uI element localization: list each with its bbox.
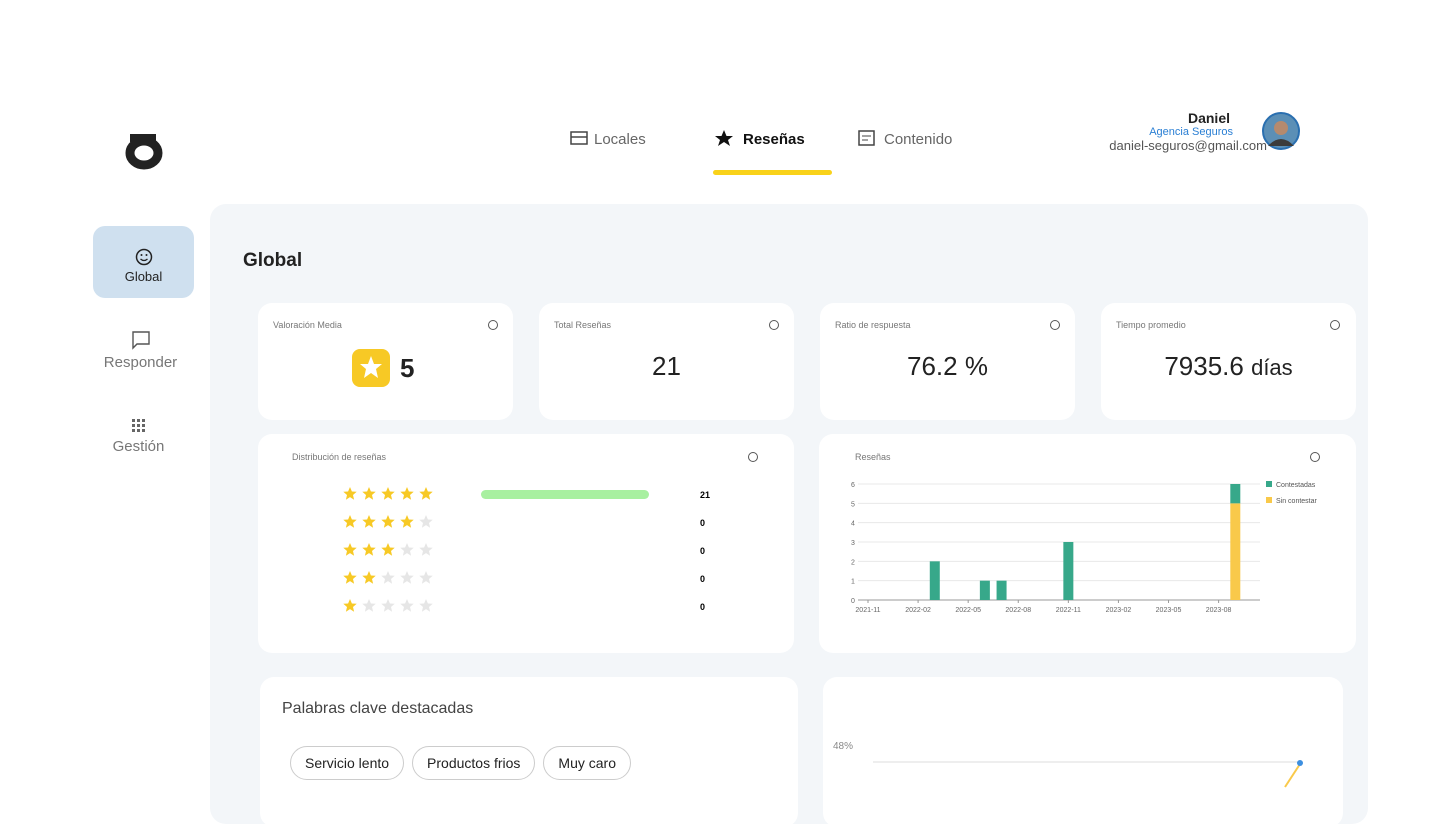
chart-title: Reseñas — [855, 452, 891, 462]
kpi-label: Valoración Media — [273, 320, 342, 330]
tab-label: Reseñas — [743, 131, 805, 148]
kpi-label: Tiempo promedio — [1116, 320, 1186, 330]
avatar[interactable] — [1262, 112, 1302, 152]
grid-icon — [131, 419, 145, 432]
keyword-chip[interactable]: Muy caro — [543, 746, 631, 780]
info-icon[interactable] — [769, 320, 779, 330]
kpi-value: 76.2 % — [907, 351, 988, 381]
info-icon[interactable] — [1310, 452, 1320, 462]
tab[interactable]: Reseñas — [715, 130, 805, 148]
nav-item[interactable]: Gestión — [88, 418, 189, 468]
kpi-rating: 5 — [352, 349, 414, 387]
tab-label: Contenido — [884, 131, 953, 148]
kpi-label: Total Reseñas — [554, 320, 612, 330]
active-tab-indicator — [713, 170, 832, 175]
keyword-list: Servicio lento Productos frios Muy caro — [290, 746, 639, 780]
tab-label: Locales — [594, 131, 646, 148]
kpi-card: Tiempo promedio 7935.6 días — [1101, 303, 1356, 420]
kpi-card: Total Reseñas 21 — [539, 303, 794, 420]
star-icon — [715, 130, 733, 146]
user-name: Daniel — [1187, 110, 1230, 126]
distribution-card: Distribución de reseñas — [258, 434, 794, 653]
kpi-value-group: 7935.6 días — [1101, 351, 1356, 382]
info-icon[interactable] — [1330, 320, 1340, 330]
nav-label: Global — [124, 269, 163, 284]
keyword-chip[interactable]: Productos frios — [412, 746, 536, 780]
user-info[interactable]: Daniel Agencia Seguros daniel-seguros@gm… — [1109, 110, 1267, 154]
chat-icon — [131, 331, 150, 350]
keywords-card: Palabras clave destacadas Servicio lento… — [260, 677, 798, 827]
nav-item[interactable]: Responder — [90, 330, 191, 380]
user-email: daniel-seguros@gmail.com — [1109, 138, 1267, 153]
page-title: Global — [243, 250, 303, 271]
kpi-value: 5 — [400, 352, 415, 383]
kpi-value: 21 — [652, 351, 681, 381]
kpi-label: Ratio de respuesta — [835, 320, 911, 330]
info-icon[interactable] — [488, 320, 498, 330]
logo[interactable] — [118, 128, 168, 178]
kpi-card: Ratio de respuesta 76.2 % — [820, 303, 1075, 420]
info-icon[interactable] — [748, 452, 758, 462]
chart-card: Reseñas — [819, 434, 1356, 653]
kpi-card: Valoración Media 5 — [258, 303, 513, 420]
trend-label: 48% — [833, 741, 854, 752]
kpi-unit: días — [1251, 355, 1293, 380]
smile-icon — [135, 248, 152, 266]
page: Locales Reseñas Contenido Daniel Agencia… — [88, 110, 1368, 824]
info-icon[interactable] — [1050, 320, 1060, 330]
nav-label: Gestión — [112, 438, 165, 455]
user-company: Agencia Seguros — [1149, 126, 1233, 138]
nav-item[interactable]: Global — [93, 226, 194, 298]
tab[interactable]: Locales — [570, 130, 646, 148]
store-icon — [570, 131, 588, 145]
kpi-value: 7935.6 — [1164, 351, 1244, 381]
trend-card: 48% — [823, 677, 1343, 827]
content-icon — [858, 130, 875, 146]
keyword-chip[interactable]: Servicio lento — [290, 746, 405, 780]
card-title: Distribución de reseñas — [292, 452, 387, 462]
tab[interactable]: Contenido — [858, 130, 952, 148]
card-title: Palabras clave destacadas — [282, 700, 474, 717]
star-badge — [352, 349, 390, 387]
nav-label: Responder — [103, 354, 178, 371]
